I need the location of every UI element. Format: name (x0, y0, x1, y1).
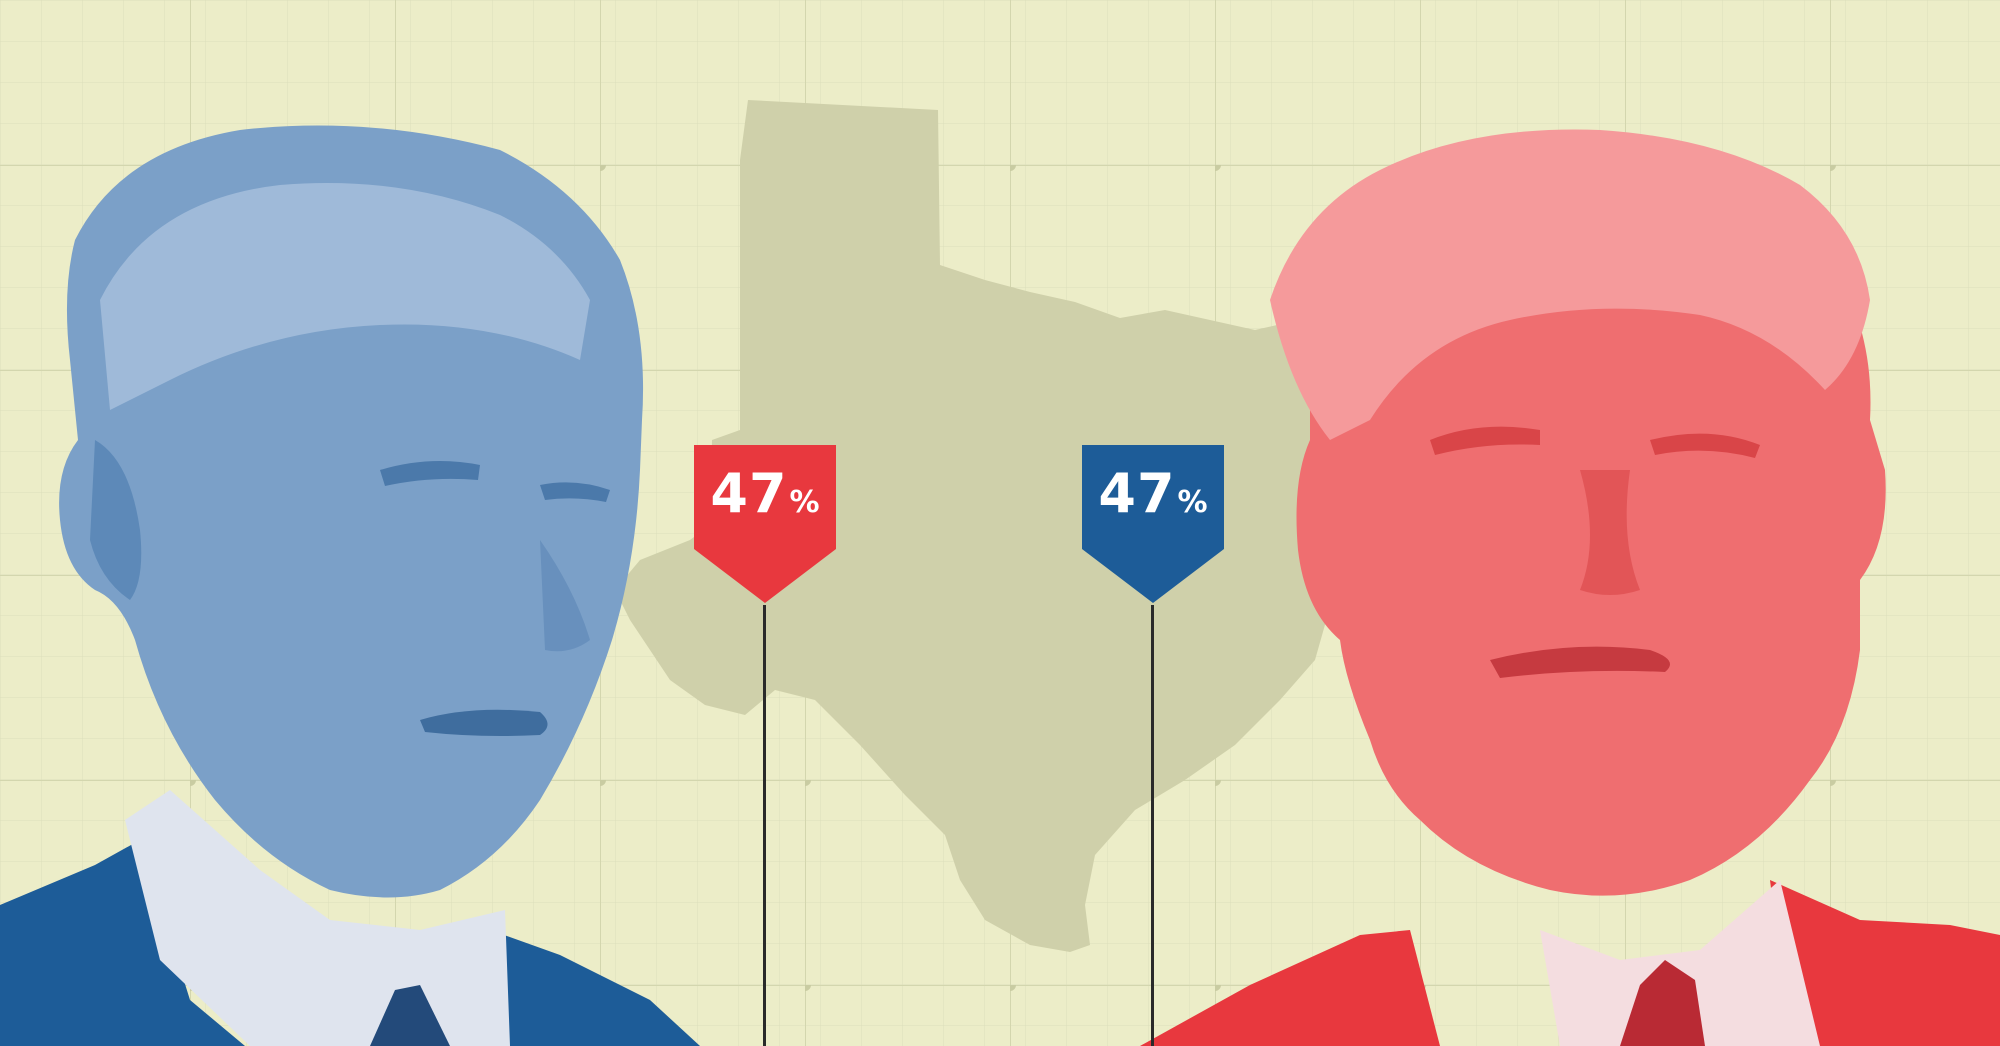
poll-value-red: 47% (694, 467, 836, 521)
shield-marker-icon (694, 445, 836, 603)
marker-stem-blue (1151, 605, 1154, 1046)
shield-marker-icon (1082, 445, 1224, 603)
marker-stem-red (763, 605, 766, 1046)
poll-marker-red: 47% (694, 445, 836, 603)
poll-value-blue: 47% (1082, 467, 1224, 521)
percent-sign: % (1177, 485, 1208, 520)
poll-number: 47 (710, 462, 788, 525)
poll-number: 47 (1098, 462, 1176, 525)
percent-sign: % (789, 485, 820, 520)
biden-portrait-blue-duotone-icon (0, 125, 700, 1046)
trump-portrait-red-duotone-icon (1140, 129, 2000, 1046)
poll-marker-blue: 47% (1082, 445, 1224, 603)
